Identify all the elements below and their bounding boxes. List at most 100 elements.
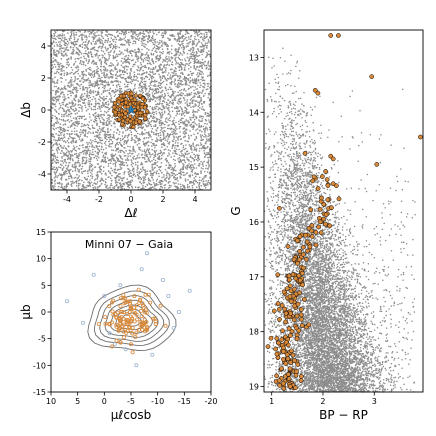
sky-field-star [183,164,185,166]
sky-field-star [145,59,147,61]
sky-field-star [152,158,155,161]
sky-field-star [137,80,139,82]
sky-field-star [111,47,114,50]
sky-field-star [105,133,108,136]
sky-field-star [86,90,88,93]
sky-field-star [99,121,102,124]
sky-field-star [155,132,158,135]
sky-field-star [98,54,101,57]
sky-field-star [85,157,88,159]
sky-field-star [126,126,128,129]
sky-field-star [87,149,90,152]
sky-field-star [138,142,140,145]
sky-field-star [65,162,68,164]
sky-field-star [179,169,181,171]
sky-field-star [131,37,134,40]
sky-field-star [151,68,154,71]
sky-field-star [159,84,162,86]
sky-field-star [77,176,80,179]
sky-field-star [88,91,91,94]
sky-field-star [160,34,163,36]
sky-field-star [171,110,174,113]
sky-field-star [108,118,110,120]
sky-field-star [205,134,207,137]
sky-field-star [191,54,193,56]
sky-field-star [136,132,139,135]
sky-field-star [204,42,207,44]
sky-field-star [173,124,176,127]
sky-field-star [207,184,209,186]
sky-field-star [112,163,114,165]
sky-field-star [157,183,159,186]
sky-field-star [113,92,116,94]
sky-field-star [52,114,54,117]
sky-field-star [171,145,174,148]
sky-field-star [201,71,203,73]
sky-field-star [189,104,191,106]
sky-field-star [178,135,180,138]
sky-field-star [184,178,187,180]
sky-field-star [64,85,66,88]
sky-field-star [178,127,181,130]
sky-field-star [153,156,155,159]
sky-field-star [196,74,198,76]
sky-field-star [58,166,60,168]
sky-field-star [129,150,131,152]
sky-field-star [60,37,62,40]
sky-field-star [196,181,199,184]
sky-field-star [193,121,195,123]
sky-field-star [77,182,80,185]
sky-field-star [197,105,199,108]
sky-field-star [67,156,69,158]
sky-field-star [172,95,175,97]
sky-field-star [97,87,100,90]
sky-field-star [91,91,93,93]
sky-field-star [61,131,63,134]
sky-field-star [179,75,181,77]
sky-field-star [180,41,183,43]
sky-field-star [203,109,205,111]
sky-field-star [160,129,162,132]
sky-field-star [52,187,55,189]
sky-field-star [63,94,65,96]
sky-field-star [152,41,154,44]
sky-field-star [204,174,206,177]
sky-field-star [56,35,58,38]
sky-field-star [194,86,196,88]
sky-field-star [191,121,194,124]
sky-field-star [88,131,90,133]
sky-field-star [126,40,128,43]
sky-field-star [161,113,164,116]
sky-field-star [134,141,137,143]
sky-field-star [80,83,82,86]
sky-field-star [127,145,129,148]
sky-field-star [202,180,205,183]
sky-field-star [193,78,196,80]
sky-field-star [87,104,90,106]
sky-field-star [144,133,146,135]
sky-field-star [74,176,77,179]
sky-field-star [83,118,86,121]
sky-field-star [60,119,63,121]
sky-field-star [184,180,187,182]
sky-field-star [126,185,129,188]
sky-field-star [70,180,72,183]
sky-field-star [181,54,184,56]
sky-field-star [180,100,182,103]
sky-field-star [106,30,108,33]
sky-field-star [182,40,184,43]
sky-field-star [109,46,112,48]
sky-field-star [155,33,158,36]
sky-field-star [73,81,75,83]
sky-field-star [155,120,157,123]
sky-field-star [52,66,55,68]
sky-field-star [180,92,183,94]
sky-field-star [184,131,187,133]
sky-field-star [161,186,164,189]
sky-field-star [156,138,159,141]
sky-field-star [179,98,181,100]
sky-field-star [93,146,96,149]
sky-field-star [159,100,161,102]
sky-field-star [180,176,182,179]
sky-field-star [107,159,110,162]
